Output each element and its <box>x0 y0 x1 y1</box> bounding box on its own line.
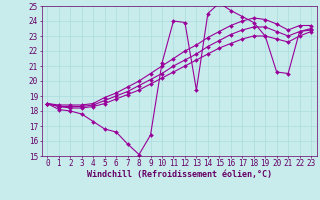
X-axis label: Windchill (Refroidissement éolien,°C): Windchill (Refroidissement éolien,°C) <box>87 170 272 179</box>
